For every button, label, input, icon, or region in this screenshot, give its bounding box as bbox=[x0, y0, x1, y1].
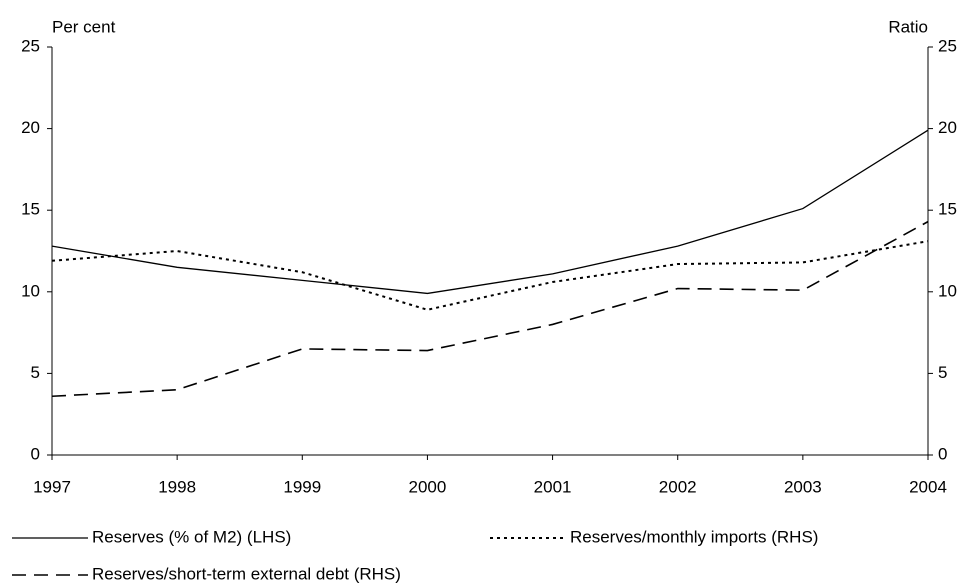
series-line bbox=[51, 129, 929, 295]
series-line bbox=[51, 220, 929, 398]
y-tick-label: 25 bbox=[21, 36, 40, 55]
x-tick-label: 2000 bbox=[409, 477, 447, 496]
y2-tick-label: 15 bbox=[938, 200, 957, 219]
legend-label: Reserves/short-term external debt (RHS) bbox=[92, 564, 401, 583]
y2-axis-label: Ratio bbox=[888, 17, 928, 36]
y2-tick-label: 0 bbox=[938, 444, 947, 463]
x-tick-label: 2002 bbox=[659, 477, 697, 496]
y-tick-label: 15 bbox=[21, 200, 40, 219]
legend-label: Reserves/monthly imports (RHS) bbox=[570, 527, 818, 546]
y2-tick-label: 5 bbox=[938, 363, 947, 382]
x-tick-label: 1997 bbox=[33, 477, 71, 496]
y-tick-label: 10 bbox=[21, 281, 40, 300]
y2-tick-label: 10 bbox=[938, 281, 957, 300]
y-tick-label: 5 bbox=[31, 363, 40, 382]
y-tick-label: 0 bbox=[31, 444, 40, 463]
legend-label: Reserves (% of M2) (LHS) bbox=[92, 527, 291, 546]
y2-tick-label: 25 bbox=[938, 36, 957, 55]
y2-tick-label: 20 bbox=[938, 118, 957, 137]
y-axis-label: Per cent bbox=[52, 17, 116, 36]
series-line bbox=[51, 240, 929, 311]
x-tick-label: 2001 bbox=[534, 477, 572, 496]
x-tick-label: 1998 bbox=[158, 477, 196, 496]
x-tick-label: 2004 bbox=[909, 477, 947, 496]
x-tick-label: 1999 bbox=[283, 477, 321, 496]
y-tick-label: 20 bbox=[21, 118, 40, 137]
x-tick-label: 2003 bbox=[784, 477, 822, 496]
